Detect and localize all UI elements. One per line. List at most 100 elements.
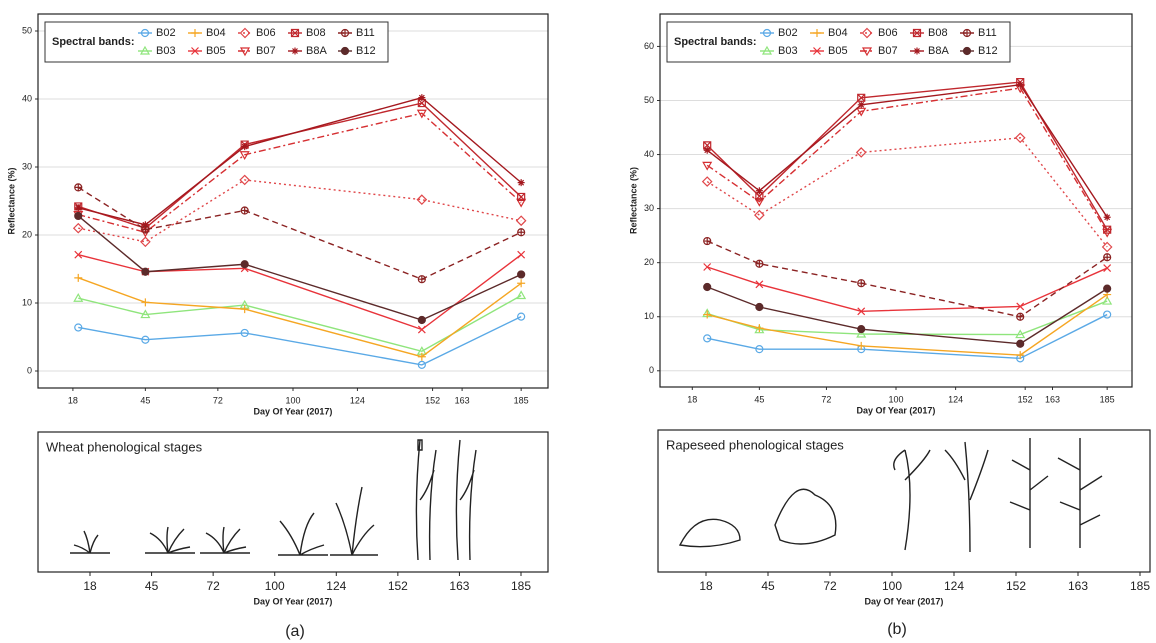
y-tick-label: 20 bbox=[22, 229, 32, 239]
legend-label: B12 bbox=[356, 45, 376, 57]
legend-label: B04 bbox=[828, 27, 848, 39]
stage-tick-label: 45 bbox=[761, 579, 775, 593]
marker bbox=[855, 147, 867, 158]
series-line bbox=[78, 102, 522, 229]
legend-label: B8A bbox=[306, 45, 327, 57]
legend-marker bbox=[762, 28, 772, 38]
marker bbox=[74, 323, 83, 332]
legend-label: B05 bbox=[206, 45, 226, 57]
plant-sketch bbox=[415, 439, 437, 561]
marker bbox=[141, 225, 150, 234]
legend-marker bbox=[861, 27, 873, 39]
stage-tick-label: 18 bbox=[699, 579, 713, 593]
legend-marker bbox=[340, 46, 350, 56]
y-tick-label: 0 bbox=[27, 365, 32, 375]
marker bbox=[517, 179, 525, 187]
marker bbox=[141, 267, 150, 276]
marker bbox=[140, 236, 151, 248]
marker bbox=[74, 183, 83, 192]
plant-sketch bbox=[1009, 438, 1049, 548]
legend-marker bbox=[340, 28, 350, 38]
legend-marker bbox=[239, 47, 251, 57]
marker bbox=[517, 228, 526, 237]
marker bbox=[417, 325, 426, 334]
stage-tick-label: 152 bbox=[1006, 579, 1026, 593]
marker bbox=[416, 194, 428, 205]
marker bbox=[516, 290, 527, 300]
legend-marker bbox=[813, 29, 821, 37]
series-line bbox=[706, 87, 1108, 233]
marker bbox=[74, 211, 83, 221]
stages-x-label: Day Of Year (2017) bbox=[254, 596, 333, 606]
legend-marker bbox=[139, 45, 151, 55]
stage-tick-label: 163 bbox=[449, 579, 469, 593]
stage-tick-label: 18 bbox=[83, 579, 97, 593]
marker bbox=[1016, 302, 1025, 311]
x-tick-label: 185 bbox=[1100, 394, 1115, 404]
plant-sketch bbox=[70, 530, 110, 554]
legend-marker bbox=[239, 27, 251, 39]
legend-label: B04 bbox=[206, 27, 226, 39]
x-tick-label: 124 bbox=[350, 395, 365, 405]
marker bbox=[1016, 81, 1024, 89]
y-tick-label: 50 bbox=[22, 25, 32, 35]
x-tick-label: 152 bbox=[425, 395, 440, 405]
y-tick-label: 40 bbox=[22, 93, 32, 103]
rapeseed-sketches bbox=[678, 438, 1103, 553]
legend-label: B07 bbox=[256, 45, 276, 57]
legend-label: B07 bbox=[878, 45, 898, 57]
y-axis-label: Reflectance (%) bbox=[6, 167, 16, 234]
legend-marker bbox=[962, 46, 972, 56]
marker bbox=[1103, 213, 1111, 221]
marker bbox=[1014, 132, 1026, 144]
marker bbox=[1016, 339, 1025, 348]
stage-tick-label: 124 bbox=[944, 579, 964, 593]
legend-label: B03 bbox=[156, 45, 176, 57]
marker bbox=[417, 352, 426, 361]
series-line bbox=[706, 286, 1108, 345]
y-tick-label: 50 bbox=[644, 95, 654, 105]
legend-label: B02 bbox=[156, 27, 176, 39]
legend-label: B11 bbox=[978, 27, 997, 39]
legend-marker bbox=[291, 47, 299, 55]
series-line bbox=[78, 96, 522, 226]
marker bbox=[755, 259, 764, 268]
panel-label: (b) bbox=[887, 621, 907, 638]
legend-marker bbox=[191, 29, 199, 37]
chart-panel: 0 10 20 30 40 50 18 45 72 100 124 152 163 185 Day Of Y… bbox=[6, 13, 549, 640]
plant-sketch bbox=[944, 441, 989, 553]
plant-sketch bbox=[1057, 438, 1103, 548]
legend-label: B08 bbox=[306, 27, 326, 39]
panel-label: (a) bbox=[285, 623, 305, 640]
y-axis-label: Reflectance (%) bbox=[628, 167, 638, 234]
marker bbox=[240, 328, 249, 338]
marker bbox=[755, 280, 764, 289]
stage-tick-label: 72 bbox=[823, 579, 837, 593]
legend-label: B06 bbox=[256, 27, 276, 39]
marker bbox=[417, 315, 426, 325]
marker bbox=[703, 334, 712, 343]
marker bbox=[857, 325, 866, 334]
marker bbox=[515, 215, 527, 227]
legend-marker bbox=[861, 47, 873, 57]
marker bbox=[1103, 253, 1112, 262]
legend-marker bbox=[913, 47, 921, 55]
legend-label: B02 bbox=[778, 27, 798, 39]
stages-frame bbox=[657, 429, 1151, 573]
x-tick-label: 163 bbox=[1045, 394, 1060, 404]
series-line bbox=[78, 179, 522, 243]
x-tick-label: 18 bbox=[687, 394, 697, 404]
marker bbox=[1016, 351, 1025, 360]
y-tick-label: 60 bbox=[644, 41, 654, 51]
x-tick-label: 18 bbox=[68, 395, 78, 405]
marker bbox=[74, 273, 83, 282]
marker bbox=[517, 312, 526, 321]
marker bbox=[856, 328, 867, 338]
x-tick-label: 100 bbox=[285, 395, 300, 405]
stages-x-label: Day Of Year (2017) bbox=[865, 596, 944, 606]
x-tick-label: 72 bbox=[213, 395, 223, 405]
x-axis-label: Day Of Year (2017) bbox=[254, 406, 333, 416]
marker bbox=[416, 109, 427, 119]
marker bbox=[857, 307, 866, 316]
stage-tick-label: 185 bbox=[1130, 579, 1150, 593]
